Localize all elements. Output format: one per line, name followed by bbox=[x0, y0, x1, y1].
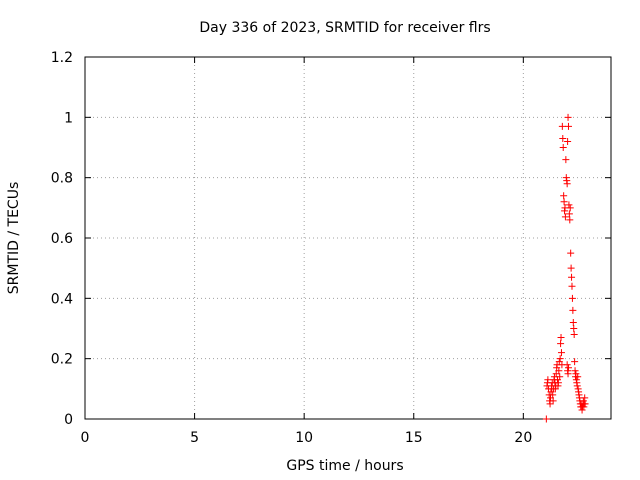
axis-ticks bbox=[84, 56, 611, 420]
data-point bbox=[564, 364, 572, 372]
x-tick-label: 10 bbox=[295, 430, 313, 446]
data-point bbox=[568, 273, 576, 281]
data-point bbox=[563, 361, 571, 369]
y-tick-label: 1.2 bbox=[51, 50, 73, 66]
data-point bbox=[554, 379, 562, 387]
data-point bbox=[542, 415, 550, 423]
data-point bbox=[564, 370, 572, 378]
data-point bbox=[571, 358, 579, 366]
data-point bbox=[568, 294, 576, 302]
data-point bbox=[579, 397, 587, 405]
data-point bbox=[572, 370, 580, 378]
data-point bbox=[565, 201, 573, 209]
x-axis-label: GPS time / hours bbox=[286, 458, 403, 474]
x-tick-label: 15 bbox=[405, 430, 423, 446]
data-point bbox=[567, 249, 575, 257]
data-point bbox=[574, 373, 582, 381]
data-point bbox=[557, 334, 565, 342]
data-point bbox=[560, 192, 568, 200]
data-point bbox=[558, 122, 566, 130]
y-tick-label: 0 bbox=[64, 412, 73, 428]
y-tick-label: 0.2 bbox=[51, 352, 73, 368]
y-tick-label: 0.6 bbox=[51, 231, 73, 247]
x-tick-labels: 0 5 10 15 20 bbox=[81, 430, 533, 446]
x-tick-label: 5 bbox=[190, 430, 199, 446]
data-point bbox=[546, 400, 554, 408]
data-point bbox=[581, 394, 589, 402]
data-point bbox=[561, 213, 569, 221]
data-point bbox=[544, 376, 552, 384]
data-point bbox=[564, 122, 572, 130]
data-point bbox=[570, 331, 578, 339]
data-point bbox=[567, 264, 575, 272]
data-point bbox=[564, 137, 572, 145]
data-points bbox=[542, 113, 589, 423]
data-point bbox=[560, 198, 568, 206]
data-point bbox=[556, 373, 564, 381]
data-point bbox=[559, 144, 567, 151]
y-tick-labels: 0 0.2 0.4 0.6 0.8 1 1.2 bbox=[51, 50, 73, 428]
data-point bbox=[573, 382, 581, 390]
chart-title: Day 336 of 2023, SRMTID for receiver flr… bbox=[199, 20, 490, 36]
data-point bbox=[569, 318, 577, 326]
data-point bbox=[565, 210, 573, 218]
data-point bbox=[571, 367, 579, 375]
data-point bbox=[570, 325, 578, 332]
grid bbox=[85, 57, 611, 419]
data-point bbox=[564, 113, 572, 121]
y-axis-label: SRMTID / TECUs bbox=[6, 182, 22, 295]
data-point bbox=[568, 282, 576, 290]
data-point bbox=[566, 216, 574, 224]
data-point bbox=[557, 349, 565, 357]
data-point bbox=[569, 306, 577, 314]
x-tick-label: 0 bbox=[81, 430, 90, 446]
y-tick-label: 0.4 bbox=[51, 291, 73, 307]
data-point bbox=[562, 156, 570, 164]
y-tick-label: 0.8 bbox=[51, 171, 73, 187]
data-point bbox=[566, 204, 574, 212]
data-point bbox=[559, 134, 567, 142]
y-tick-label: 1 bbox=[64, 110, 73, 126]
data-point bbox=[555, 367, 563, 375]
data-point bbox=[557, 340, 565, 348]
data-point bbox=[581, 400, 589, 408]
plot-frame bbox=[84, 56, 612, 420]
data-point bbox=[563, 180, 571, 188]
x-tick-label: 20 bbox=[514, 430, 532, 446]
data-point bbox=[549, 397, 557, 405]
data-point bbox=[556, 355, 564, 363]
data-point bbox=[549, 391, 557, 399]
